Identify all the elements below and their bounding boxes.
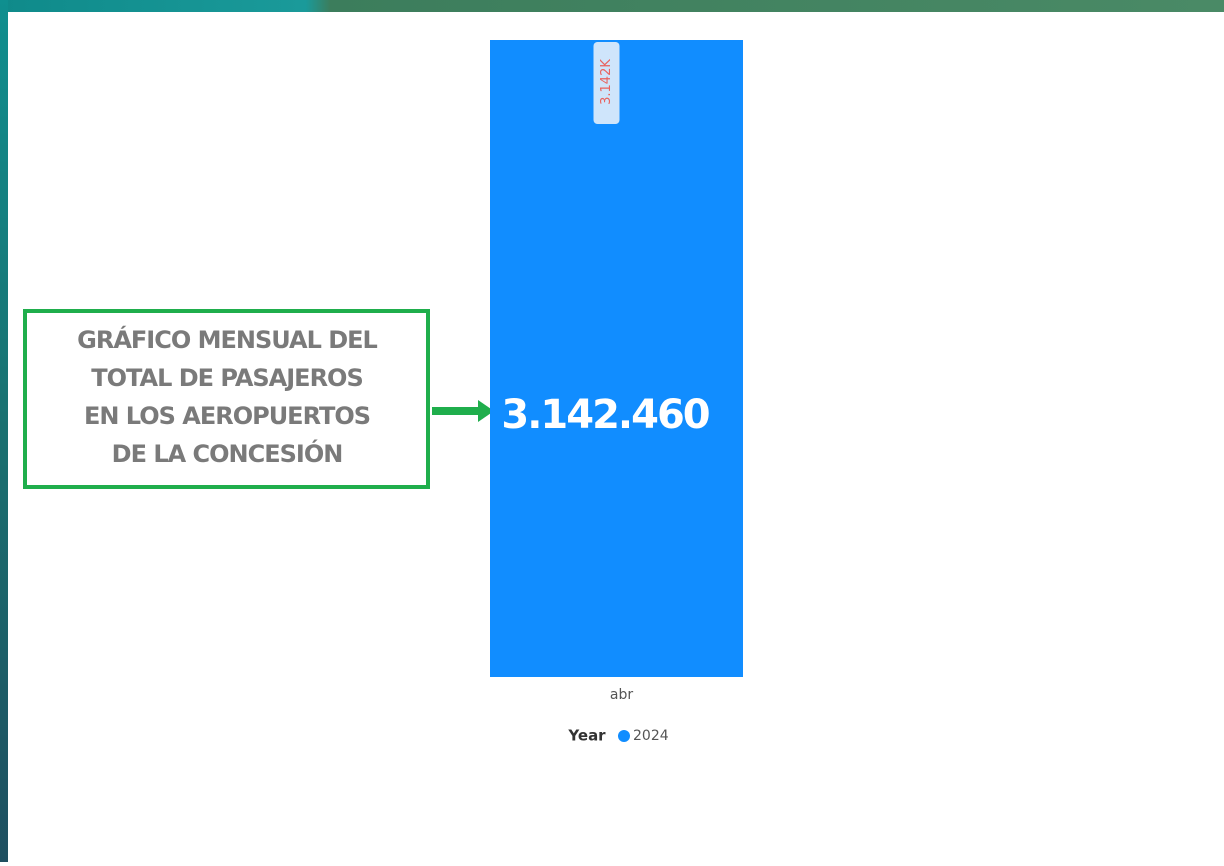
annotation-box-line: TOTAL DE PASAJEROS [91, 364, 363, 392]
legend-marker [618, 730, 630, 742]
annotation-box-line: DE LA CONCESIÓN [112, 438, 343, 468]
annotation-box-line: GRÁFICO MENSUAL DEL [77, 325, 377, 354]
legend-label: 2024 [633, 728, 669, 744]
x-tick-label: abr [610, 687, 633, 703]
arrow-head [478, 400, 494, 422]
annotation-box [23, 309, 430, 489]
annotation: 3.142.460 [501, 392, 708, 438]
value-label: 3.142K [599, 59, 614, 105]
bar [490, 40, 743, 677]
top-strip [0, 0, 1224, 12]
annotation-box-line: EN LOS AEROPUERTOS [84, 402, 370, 430]
left-strip [0, 0, 8, 862]
value-label-bg [593, 42, 620, 124]
legend-title: Year [567, 727, 606, 745]
